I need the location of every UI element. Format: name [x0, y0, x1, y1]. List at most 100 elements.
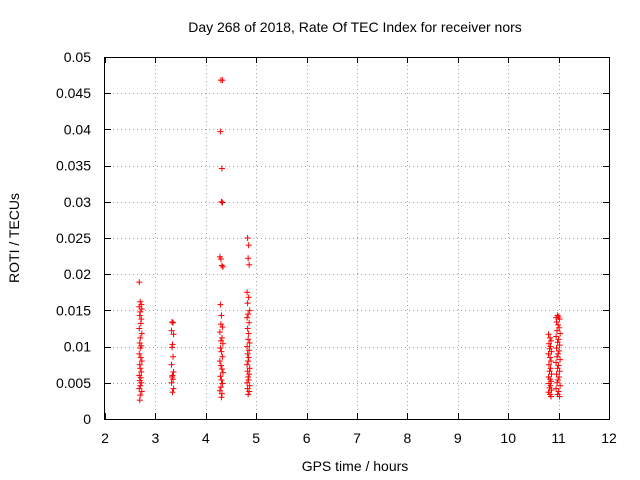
data-point — [217, 373, 224, 380]
data-point — [137, 345, 144, 352]
data-point — [245, 242, 252, 249]
data-point — [219, 340, 226, 347]
data-point — [218, 394, 225, 401]
data-point — [553, 371, 560, 378]
data-point — [555, 362, 562, 369]
data-point — [136, 279, 143, 286]
data-point — [244, 379, 251, 386]
data-point — [244, 325, 251, 332]
data-point — [218, 165, 225, 172]
data-point — [554, 312, 561, 319]
data-point — [245, 374, 252, 381]
data-point — [553, 385, 560, 392]
y-tick-label: 0.03 — [64, 194, 91, 210]
data-point — [136, 339, 143, 346]
data-point — [170, 376, 177, 383]
x-tick-label: 3 — [152, 430, 160, 446]
x-tick-label: 11 — [551, 430, 566, 446]
data-point — [219, 199, 226, 206]
data-point — [548, 393, 555, 400]
data-point — [556, 316, 563, 323]
data-point — [168, 327, 175, 334]
data-point — [547, 365, 554, 372]
data-point — [137, 382, 144, 389]
data-point — [219, 369, 226, 376]
data-point — [244, 314, 251, 321]
data-point — [548, 387, 555, 394]
data-point — [555, 321, 562, 328]
data-point — [137, 334, 144, 341]
data-point — [246, 371, 253, 378]
data-point — [556, 347, 563, 354]
data-point — [137, 320, 144, 327]
x-tick-label: 6 — [303, 430, 311, 446]
data-point — [137, 365, 144, 372]
data-point — [219, 324, 226, 331]
y-tick-label: 0.035 — [56, 158, 91, 174]
y-tick-labels: 0 0.005 0.01 0.015 0.02 0.025 0.03 0.035 0.04 0.0… — [56, 49, 91, 427]
data-point — [218, 366, 225, 373]
data-point — [217, 321, 224, 328]
y-tick-label: 0.01 — [64, 339, 91, 355]
data-point — [244, 300, 251, 307]
data-point — [554, 353, 561, 360]
data-point — [556, 374, 563, 381]
data-point — [557, 330, 564, 337]
x-axis-label: GPS time / hours — [302, 458, 409, 474]
axis-ticks — [105, 57, 610, 420]
data-point — [170, 319, 177, 326]
data-point — [555, 376, 562, 383]
data-point — [246, 319, 253, 326]
data-point — [244, 343, 251, 350]
data-point — [219, 353, 226, 360]
x-tick-label: 12 — [601, 430, 617, 446]
data-point — [137, 374, 144, 381]
data-point — [554, 327, 561, 334]
x-tick-labels: 2 3 4 5 6 7 8 9 10 11 12 — [101, 430, 617, 446]
data-points — [136, 77, 564, 404]
grid — [105, 57, 609, 419]
y-tick-label: 0.005 — [56, 375, 91, 391]
data-point — [557, 356, 564, 363]
data-point — [170, 353, 177, 360]
data-point — [217, 345, 224, 352]
x-tick-label: 10 — [500, 430, 516, 446]
data-point — [138, 379, 145, 386]
data-point — [169, 372, 176, 379]
data-point — [245, 294, 252, 301]
data-point — [136, 361, 143, 368]
data-point — [219, 77, 226, 84]
data-point — [218, 334, 225, 341]
data-point — [246, 307, 253, 314]
data-point — [245, 358, 252, 365]
data-point — [557, 382, 564, 389]
data-point — [136, 385, 143, 392]
data-point — [168, 379, 175, 386]
data-point — [545, 331, 552, 338]
data-point — [244, 289, 251, 296]
x-tick-label: 8 — [404, 430, 412, 446]
x-tick-label: 2 — [101, 430, 109, 446]
x-tick-label: 7 — [353, 430, 361, 446]
data-point — [245, 330, 252, 337]
y-tick-label: 0.05 — [64, 49, 91, 65]
data-point — [246, 347, 253, 354]
data-point — [555, 336, 562, 343]
data-point — [553, 333, 560, 340]
data-point — [217, 128, 224, 135]
data-point — [217, 301, 224, 308]
y-tick-label: 0.02 — [64, 266, 91, 282]
data-point — [553, 359, 560, 366]
data-point — [138, 316, 145, 323]
x-tick-label: 4 — [202, 430, 210, 446]
data-point — [548, 371, 555, 378]
data-point — [556, 342, 563, 349]
data-point — [246, 261, 253, 268]
y-tick-label: 0.025 — [56, 230, 91, 246]
data-point — [545, 350, 552, 357]
y-tick-label: 0 — [83, 411, 91, 427]
data-point — [547, 334, 554, 341]
data-point — [136, 325, 143, 332]
data-point — [169, 344, 176, 351]
